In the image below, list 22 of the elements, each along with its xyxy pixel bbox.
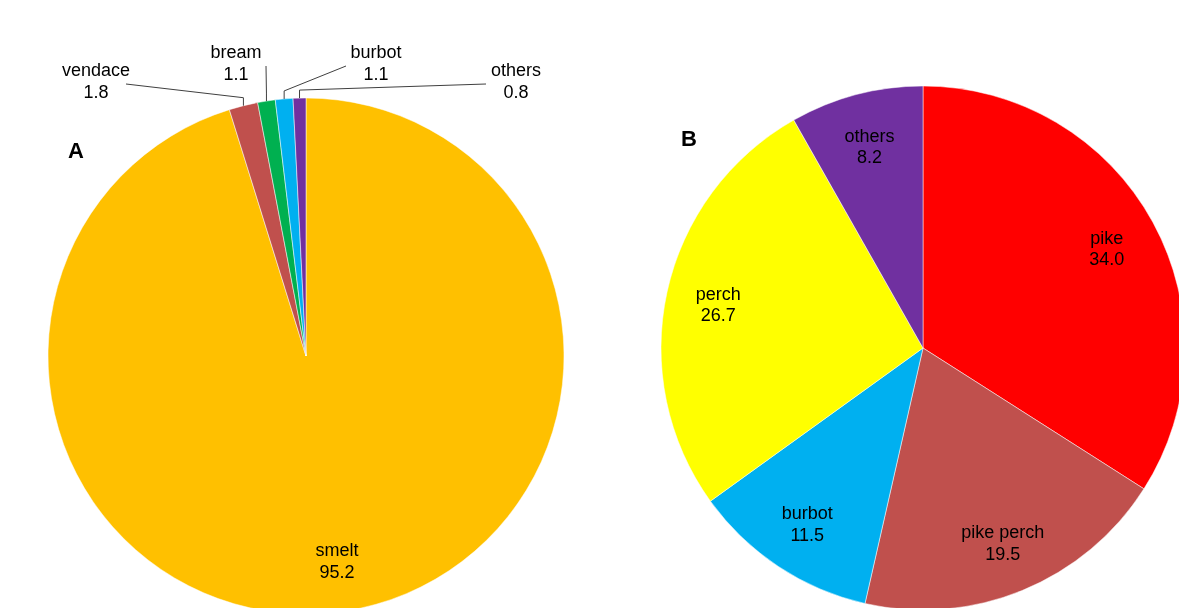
- slice-label: burbot: [350, 42, 402, 63]
- text: B: [681, 126, 697, 151]
- data-label: 34.0: [1089, 249, 1125, 270]
- slice-label: pike perch: [961, 522, 1045, 543]
- data-label: 26.7: [700, 305, 736, 326]
- slice-label: smelt: [315, 540, 359, 561]
- data-label: 11.5: [790, 524, 825, 545]
- data-label: 8.2: [857, 147, 883, 168]
- slice-label: burbot: [781, 503, 833, 524]
- slice-label: vendace: [61, 60, 131, 81]
- data-label: 0.8: [503, 82, 529, 102]
- data-label: 1.8: [83, 82, 109, 102]
- text: A: [68, 138, 84, 163]
- data-label: 95.2: [319, 562, 355, 583]
- slice-label: others: [490, 60, 542, 81]
- slice-label: perch: [695, 283, 741, 304]
- data-label: 1.1: [363, 64, 389, 84]
- slice-label: pike: [1090, 227, 1124, 248]
- data-label: 1.1: [223, 64, 249, 84]
- data-label: 19.5: [985, 543, 1021, 564]
- slice-label: bream: [210, 42, 262, 63]
- slice-label: others: [844, 125, 895, 146]
